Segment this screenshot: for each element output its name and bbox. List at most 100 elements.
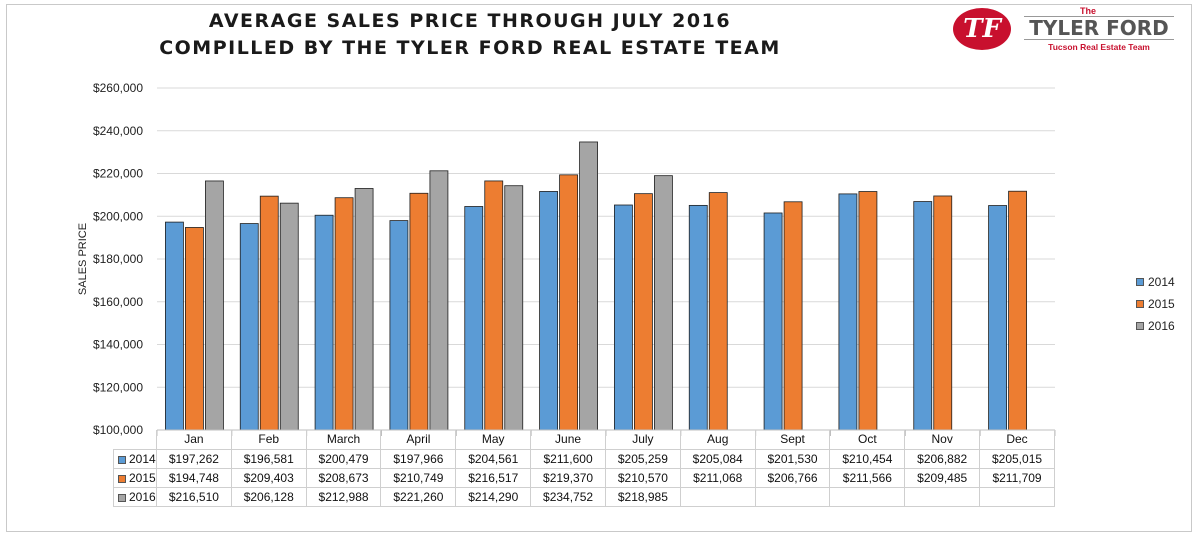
x-tick-label: June — [530, 430, 606, 450]
bar-2015-dec — [1008, 190, 1027, 431]
bar-2014-sept — [763, 212, 783, 431]
table-cell: $209,485 — [904, 467, 981, 488]
bar-2014-june — [539, 191, 558, 431]
logo-subtitle: Tucson Real Estate Team — [1048, 42, 1150, 52]
bar-2015-feb — [259, 195, 279, 431]
legend-item-2014: 2014 — [1136, 271, 1175, 293]
table-cell: $216,510 — [156, 486, 232, 507]
bar-2014-dec — [988, 205, 1007, 431]
y-tick-label: $100,000 — [93, 423, 143, 437]
bar-2015-oct — [858, 191, 878, 431]
legend-swatch — [1136, 322, 1144, 330]
row-swatch — [118, 474, 126, 483]
bar-2015-nov — [933, 195, 953, 431]
bar-2016-jan — [205, 180, 224, 431]
bar-2015-aug — [708, 192, 728, 431]
table-row-header: 2014 — [113, 448, 157, 469]
table-cell: $212,988 — [305, 486, 382, 507]
bar-2016-july — [654, 175, 673, 431]
y-tick-label: $240,000 — [93, 124, 143, 138]
chart-title: AVERAGE SALES PRICE THROUGH JULY 2016 — [208, 10, 732, 32]
y-tick-label: $160,000 — [93, 295, 143, 309]
bar-2016-may — [504, 185, 524, 431]
bar-2014-aug — [688, 204, 708, 431]
table-cell: $218,985 — [604, 486, 681, 507]
x-tick-label: Aug — [679, 430, 756, 450]
x-tick-label: Nov — [904, 430, 981, 450]
bar-2015-june — [559, 174, 578, 431]
table-cell: $205,084 — [679, 448, 756, 469]
bar-2014-may — [464, 206, 484, 431]
table-cell: $206,766 — [754, 467, 831, 488]
bar-2015-april — [409, 192, 429, 431]
table-cell: $211,709 — [979, 467, 1055, 488]
bar-2015-may — [484, 180, 504, 431]
table-corner — [114, 430, 157, 449]
row-swatch — [118, 455, 126, 464]
bar-2015-july — [634, 193, 653, 431]
table-cell: $204,561 — [455, 448, 532, 469]
table-cell: $211,068 — [679, 467, 756, 488]
chart-subtitle: COMPILLED BY THE TYLER FORD REAL ESTATE … — [159, 37, 781, 59]
bar-2014-oct — [838, 193, 858, 431]
legend-item-2016: 2016 — [1136, 315, 1175, 337]
x-tick-label: Sept — [754, 430, 831, 450]
table-cell: $216,517 — [455, 467, 532, 488]
table-cell: $219,370 — [530, 467, 606, 488]
logo-name: TYLER FORD — [1024, 16, 1174, 40]
table-row-header: 2015 — [113, 467, 157, 488]
table-cell: $208,673 — [305, 467, 382, 488]
bar-2016-march — [354, 188, 374, 431]
table-cell: $205,259 — [604, 448, 681, 469]
x-tick-label: July — [604, 430, 681, 450]
table-cell: $200,479 — [305, 448, 382, 469]
row-series-name: 2014 — [129, 451, 156, 466]
bar-2015-march — [334, 197, 354, 431]
bar-2014-feb — [239, 223, 259, 431]
x-tick-label: May — [455, 430, 532, 450]
logo-the: The — [1080, 6, 1097, 16]
table-cell: $234,752 — [530, 486, 606, 507]
y-tick-label: $140,000 — [93, 338, 143, 352]
table-cell — [754, 486, 831, 507]
table-cell: $209,403 — [230, 467, 307, 488]
y-tick-label: $220,000 — [93, 167, 143, 181]
bar-2014-nov — [913, 201, 933, 431]
table-cell: $211,566 — [829, 467, 906, 488]
row-swatch — [118, 493, 126, 502]
bar-2015-jan — [185, 227, 204, 431]
bar-2015-sept — [783, 201, 803, 431]
table-cell: $206,882 — [904, 448, 981, 469]
logo-badge: TF — [953, 8, 1011, 50]
table-cell: $196,581 — [230, 448, 307, 469]
table-cell: $210,749 — [380, 467, 457, 488]
table-cell: $197,966 — [380, 448, 457, 469]
bar-2016-april — [429, 170, 449, 431]
bar-2014-jan — [165, 221, 184, 431]
table-cell: $210,454 — [829, 448, 906, 469]
row-series-name: 2015 — [129, 470, 156, 485]
table-cell: $206,128 — [230, 486, 307, 507]
bar-2014-april — [389, 220, 409, 431]
bar-2016-feb — [279, 202, 299, 431]
table-cell: $210,570 — [604, 467, 681, 488]
x-tick-label: April — [380, 430, 457, 450]
y-axis-label: SALES PRICE — [77, 223, 89, 295]
table-cell — [829, 486, 906, 507]
x-tick-label: March — [305, 430, 382, 450]
x-tick-label: Oct — [829, 430, 906, 450]
y-tick-label: $180,000 — [93, 252, 143, 266]
x-tick-label: Feb — [230, 430, 307, 450]
legend-label: 2014 — [1148, 275, 1175, 289]
legend-item-2015: 2015 — [1136, 293, 1175, 315]
table-row: 2015 $194,748 $209,403 $208,673 $210,749 $216… — [113, 467, 1055, 488]
legend-label: 2016 — [1148, 319, 1175, 333]
chart-legend: 2014 2015 2016 — [1136, 271, 1175, 337]
table-row: 2014 $197,262 $196,581 $200,479 $197,966 $204… — [113, 448, 1055, 469]
y-tick-label: $200,000 — [93, 209, 143, 223]
table-cell: $221,260 — [380, 486, 457, 507]
x-tick-label: Jan — [156, 430, 232, 450]
table-cell: $214,290 — [455, 486, 532, 507]
table-cell: $211,600 — [530, 448, 606, 469]
